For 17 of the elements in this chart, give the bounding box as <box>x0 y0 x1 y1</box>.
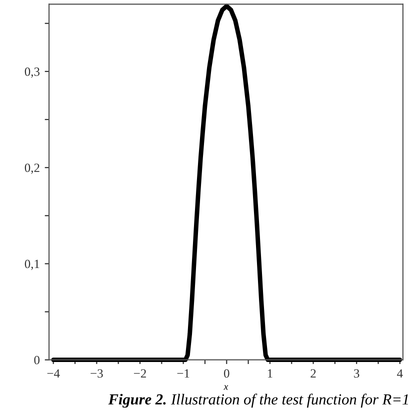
x-tick-label: 1 <box>268 369 272 378</box>
x-tick-label: 0 <box>224 369 230 378</box>
caption: Figure 2. <box>108 394 166 408</box>
x-axis-title: x <box>224 385 228 390</box>
x-tick-label: 2 <box>310 369 316 378</box>
y-tick-label: 0,2 <box>24 164 40 174</box>
x-tick-label: −3 <box>90 369 103 378</box>
line-series <box>51 4 402 362</box>
x-tick-label: −2 <box>134 369 146 378</box>
x-tick-label: −1 <box>177 369 190 378</box>
x-tick-label: 4 <box>397 369 403 378</box>
y-tick-label: 0 <box>34 356 40 364</box>
text: Illustration of the test function for R=1 <box>170 394 408 408</box>
x-tick-label: 3 <box>354 369 360 378</box>
y-tick-label: 0,1 <box>24 260 40 270</box>
y-tick-label: 0,3 <box>24 67 40 78</box>
x-tick-label: −4 <box>47 369 60 378</box>
